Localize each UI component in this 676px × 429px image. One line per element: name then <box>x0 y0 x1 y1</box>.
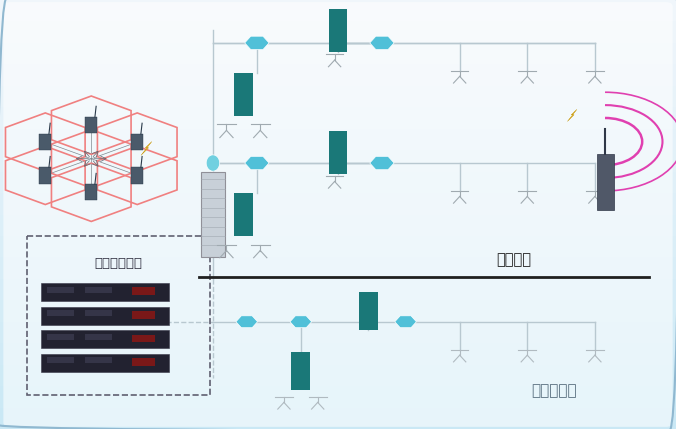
Bar <box>47 287 74 293</box>
Bar <box>0 365 676 386</box>
Bar <box>132 358 155 366</box>
Bar <box>597 154 614 210</box>
Text: 地面高层: 地面高层 <box>496 252 531 267</box>
Polygon shape <box>370 36 394 50</box>
Bar <box>47 334 74 340</box>
Bar <box>0 386 676 408</box>
Bar <box>84 287 112 293</box>
Bar <box>85 184 97 200</box>
Bar <box>0 86 676 107</box>
Bar <box>84 357 112 363</box>
Bar <box>41 354 169 372</box>
Bar <box>0 150 676 172</box>
Bar <box>0 107 676 129</box>
Polygon shape <box>290 316 312 328</box>
Bar <box>0 300 676 322</box>
Bar <box>85 117 97 133</box>
Bar <box>41 330 169 348</box>
Bar <box>0 21 676 43</box>
Bar <box>329 9 347 52</box>
Bar <box>131 167 143 184</box>
Bar <box>84 334 112 340</box>
Polygon shape <box>245 36 269 50</box>
Bar <box>0 0 676 21</box>
Bar <box>0 214 676 236</box>
Polygon shape <box>236 316 258 328</box>
Bar <box>39 167 51 184</box>
Ellipse shape <box>206 155 220 171</box>
Bar <box>84 310 112 316</box>
Bar <box>329 131 347 174</box>
Bar <box>359 292 378 330</box>
Polygon shape <box>567 109 577 121</box>
Bar <box>131 134 143 150</box>
Bar <box>0 193 676 214</box>
Bar <box>0 129 676 150</box>
Bar <box>0 408 676 429</box>
Bar <box>291 352 310 390</box>
Bar <box>47 357 74 363</box>
Polygon shape <box>395 316 416 328</box>
Bar <box>0 43 676 64</box>
Bar <box>0 172 676 193</box>
Bar <box>0 257 676 279</box>
Bar <box>41 283 169 301</box>
FancyBboxPatch shape <box>3 2 673 427</box>
Bar <box>234 73 253 116</box>
Polygon shape <box>141 142 152 155</box>
Text: 系统基站中心: 系统基站中心 <box>94 257 143 270</box>
Bar <box>0 279 676 300</box>
Bar <box>132 311 155 319</box>
Text: 多层地下室: 多层地下室 <box>531 383 577 398</box>
Bar <box>0 343 676 365</box>
Bar <box>0 236 676 257</box>
Bar <box>132 335 155 342</box>
Polygon shape <box>370 156 394 170</box>
Bar <box>132 287 155 295</box>
Bar <box>0 64 676 86</box>
Bar <box>234 193 253 236</box>
Bar <box>39 134 51 150</box>
Bar <box>0 322 676 343</box>
Bar <box>201 172 225 257</box>
Polygon shape <box>245 156 269 170</box>
Bar <box>47 310 74 316</box>
Bar <box>41 307 169 325</box>
